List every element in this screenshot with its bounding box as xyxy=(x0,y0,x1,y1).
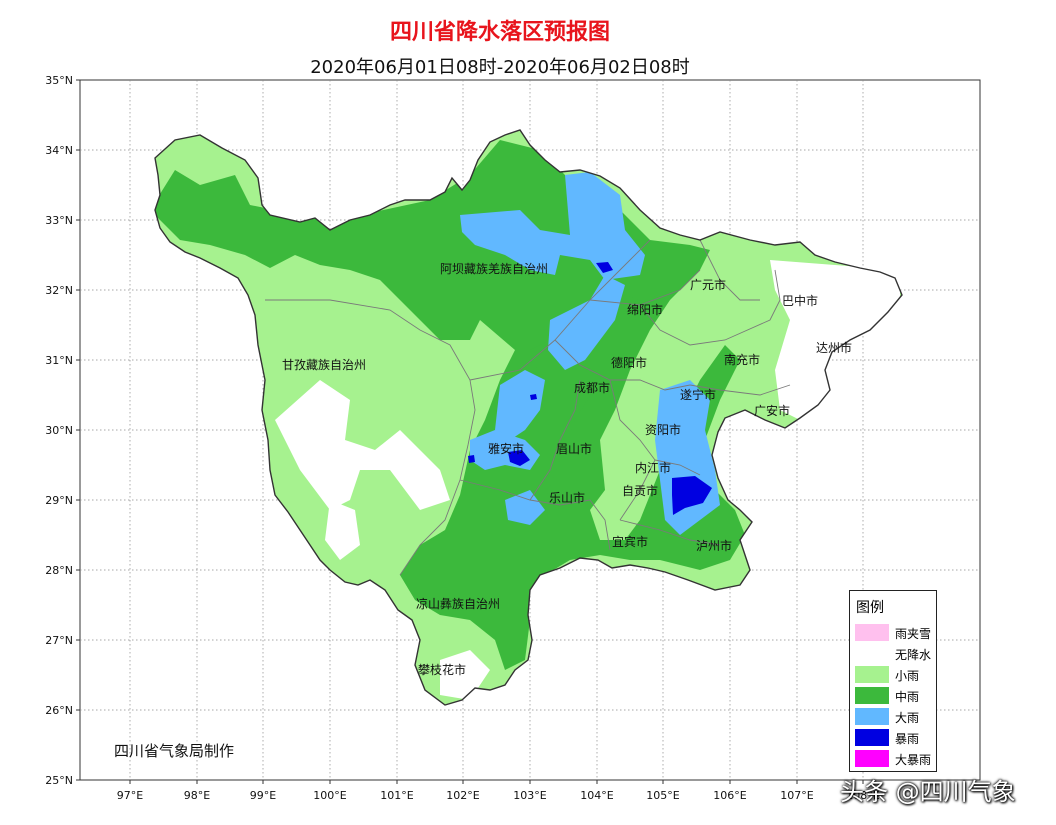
region-label-suining: 遂宁市 xyxy=(680,388,717,402)
lat-label-26: 26°N xyxy=(45,704,73,717)
region-label-guangyuan: 广元市 xyxy=(690,278,727,292)
lat-label-28: 28°N xyxy=(45,564,73,577)
legend-label: 雨夹雪 xyxy=(895,627,932,641)
lon-label-108: 108°E xyxy=(846,789,879,802)
region-label-guangan: 广安市 xyxy=(754,404,791,418)
region-label-deyang: 德阳市 xyxy=(611,356,648,370)
lat-label-31: 31°N xyxy=(45,354,73,367)
lon-label-105: 105°E xyxy=(646,789,679,802)
legend-item: 小雨 xyxy=(855,665,935,683)
lon-label-103: 103°E xyxy=(513,789,546,802)
region-label-dazhou: 达州市 xyxy=(816,341,853,355)
region-label-liangshan: 凉山彝族自治州 xyxy=(416,597,501,611)
legend-item: 无降水 xyxy=(855,644,935,662)
lat-labels: 35°N 34°N 33°N 32°N 31°N 30°N 29°N 28°N … xyxy=(45,74,73,787)
region-label-chengdu: 成都市 xyxy=(574,381,611,395)
region-label-yaan: 雅安市 xyxy=(488,442,525,456)
field-heavy-rain-leshan xyxy=(505,490,545,525)
region-label-meishan: 眉山市 xyxy=(556,442,593,456)
field-heavy-rain-mianyang xyxy=(548,275,625,370)
region-label-mianyang: 绵阳市 xyxy=(627,303,664,317)
legend-swatch xyxy=(855,666,889,683)
field-none-west2 xyxy=(325,500,360,560)
field-rainstorm-luzhou xyxy=(672,476,712,515)
field-rainstorm-west xyxy=(468,455,475,463)
legend-label: 大暴雨 xyxy=(895,753,932,767)
lat-label-32: 32°N xyxy=(45,284,73,297)
region-label-neijiang: 内江市 xyxy=(635,461,672,475)
lon-label-99: 99°E xyxy=(250,789,276,802)
axis-ticks xyxy=(76,79,864,784)
region-label-nanchong: 南充市 xyxy=(724,353,761,367)
legend-swatch xyxy=(855,750,889,767)
field-rainstorm-north xyxy=(596,262,613,273)
map-subtitle: 2020年06月01日08时-2020年06月02日08时 xyxy=(310,57,690,78)
region-label-ganzi: 甘孜藏族自治州 xyxy=(282,358,367,372)
legend-title: 图例 xyxy=(856,600,884,616)
legend-item: 中雨 xyxy=(855,686,935,704)
lon-label-97: 97°E xyxy=(117,789,143,802)
lon-label-98: 98°E xyxy=(184,789,210,802)
region-label-bazhong: 巴中市 xyxy=(782,294,819,308)
lat-label-25: 25°N xyxy=(45,774,73,787)
legend-item: 雨夹雪 xyxy=(855,623,935,641)
legend-swatch xyxy=(855,645,889,662)
region-label-ziyang: 资阳市 xyxy=(645,423,682,437)
lat-label-29: 29°N xyxy=(45,494,73,507)
lon-label-107: 107°E xyxy=(780,789,813,802)
lat-label-27: 27°N xyxy=(45,634,73,647)
map-legend: 图例 雨夹雪 无降水 小雨 中雨 大雨 暴雨 大暴雨 xyxy=(849,590,937,772)
lon-label-104: 104°E xyxy=(580,789,613,802)
legend-swatch xyxy=(855,687,889,704)
region-label-aba: 阿坝藏族羌族自治州 xyxy=(440,262,549,276)
region-label-leshan: 乐山市 xyxy=(549,491,586,505)
lon-label-101: 101°E xyxy=(380,789,413,802)
legend-label: 暴雨 xyxy=(895,732,920,746)
field-heavy-rain-chengdu xyxy=(495,370,545,440)
lat-label-35: 35°N xyxy=(45,74,73,87)
lon-label-100: 100°E xyxy=(313,789,346,802)
field-rainstorm-chengdu xyxy=(530,394,537,400)
lon-label-106: 106°E xyxy=(713,789,746,802)
watermark: 头条 @四川气象 xyxy=(840,778,1016,806)
admin-boundaries xyxy=(265,239,791,576)
region-label-zigong: 自贡市 xyxy=(622,484,659,498)
lon-label-102: 102°E xyxy=(446,789,479,802)
field-none-south xyxy=(440,650,490,700)
legend-item: 暴雨 xyxy=(855,728,935,746)
lat-label-30: 30°N xyxy=(45,424,73,437)
region-label-panzhihua: 攀枝花市 xyxy=(418,663,467,677)
field-moderate-rain xyxy=(155,140,745,670)
region-label-luzhou: 泸州市 xyxy=(696,539,733,553)
legend-item: 大暴雨 xyxy=(855,749,935,767)
legend-label: 无降水 xyxy=(895,648,932,662)
legend-label: 大雨 xyxy=(895,711,920,725)
legend-label: 中雨 xyxy=(895,690,920,704)
field-heavy-rain-north xyxy=(460,172,645,280)
legend-label: 小雨 xyxy=(895,669,920,683)
field-moderate-rain-2 xyxy=(505,290,640,520)
producer-credit: 四川省气象局制作 xyxy=(114,742,235,760)
field-rainstorm-yaan xyxy=(508,450,530,466)
legend-swatch xyxy=(855,729,889,746)
field-none-east xyxy=(770,260,900,420)
map-title: 四川省降水落区预报图 xyxy=(389,20,610,45)
legend-item: 大雨 xyxy=(855,707,935,725)
field-none-west xyxy=(275,380,450,510)
region-label-yibin: 宜宾市 xyxy=(612,535,649,549)
lat-label-33: 33°N xyxy=(45,214,73,227)
legend-swatch xyxy=(855,708,889,725)
lat-label-34: 34°N xyxy=(45,144,73,157)
lon-labels: 97°E 98°E 99°E 100°E 101°E 102°E 103°E 1… xyxy=(117,789,880,802)
legend-swatch xyxy=(855,624,889,641)
